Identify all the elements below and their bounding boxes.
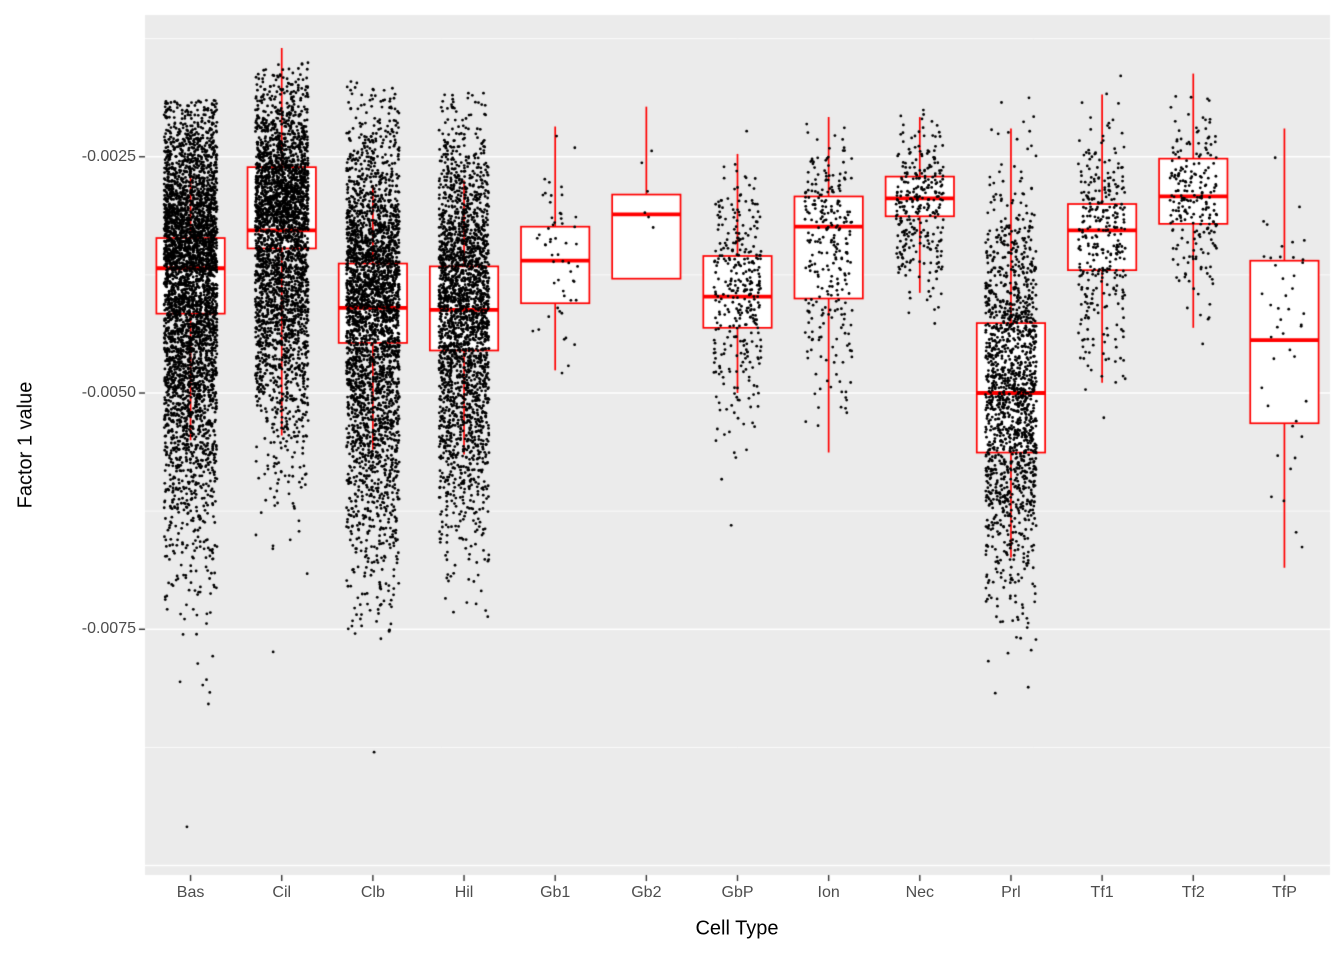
x-tick-label: Nec (905, 884, 935, 901)
x-tick-label: Tf2 (1181, 884, 1205, 901)
x-tick-label: Clb (360, 884, 385, 901)
x-tick-label: GbP (721, 884, 754, 901)
x-tick-label: Hil (454, 884, 474, 901)
y-tick-label: -0.0075 (81, 620, 136, 638)
y-tick-label: -0.0050 (81, 384, 136, 402)
x-tick-label: TfP (1271, 884, 1297, 901)
x-tick-label: Gb2 (631, 884, 662, 901)
x-tick-label: Gb1 (540, 884, 571, 901)
x-axis-title: Cell Type (695, 917, 779, 940)
x-tick-label: Bas (176, 884, 205, 901)
x-tick-label: Ion (817, 884, 840, 901)
x-tick-label: Tf1 (1090, 884, 1114, 901)
y-tick-label: -0.0025 (81, 147, 136, 165)
x-tick-label: Cil (272, 884, 292, 901)
x-tick-label: Prl (1001, 884, 1021, 901)
